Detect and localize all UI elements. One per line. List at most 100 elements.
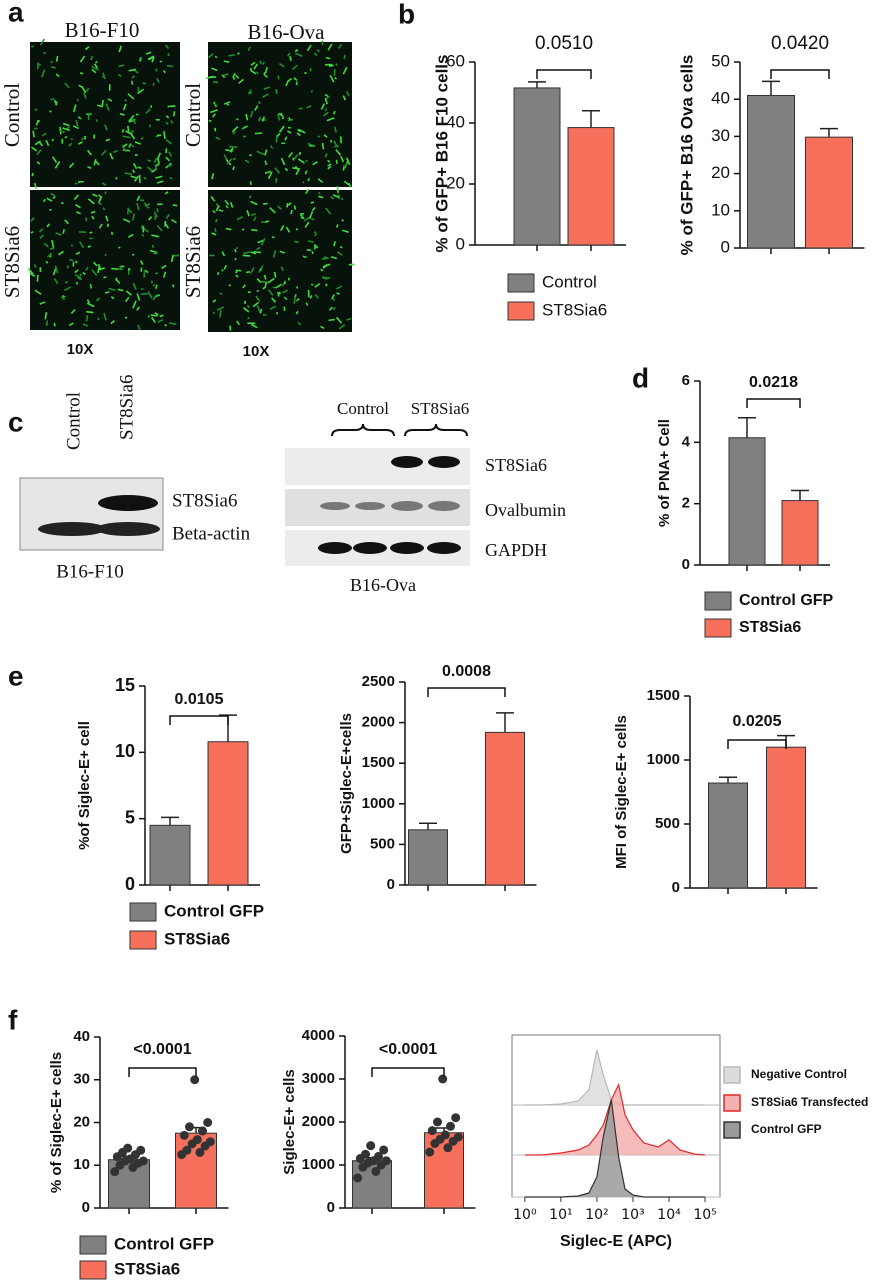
bar: [513, 87, 561, 246]
cell: [275, 283, 282, 289]
cell: [291, 64, 298, 71]
cell: [64, 82, 70, 89]
cell: [128, 114, 135, 122]
cell: [156, 180, 164, 184]
cell: [304, 221, 310, 228]
significance-bracket: [746, 398, 801, 408]
data-point: [361, 1149, 370, 1159]
cell: [33, 264, 37, 269]
cell: [52, 156, 58, 163]
cell: [332, 194, 340, 199]
cell: [165, 121, 169, 125]
cell: [41, 132, 47, 137]
cell: [304, 170, 308, 175]
cell: [336, 186, 339, 194]
cell: [85, 217, 88, 222]
cell: [165, 213, 170, 220]
cell: [321, 143, 325, 150]
cell: [140, 292, 149, 295]
cell: [74, 273, 82, 279]
cell: [153, 252, 158, 255]
cell: [119, 113, 125, 116]
cell: [159, 314, 164, 318]
cell: [75, 260, 78, 264]
bar: [424, 1132, 464, 1209]
cell: [297, 321, 302, 326]
y-tick-label: 500: [655, 815, 680, 832]
panel-label: e: [8, 660, 24, 691]
cell: [32, 130, 35, 138]
cell: [341, 219, 344, 222]
y-tick-label: 10: [115, 741, 135, 761]
cell: [277, 113, 281, 121]
cell: [27, 267, 34, 275]
cell: [125, 290, 132, 296]
row-title: ST8Sia6: [0, 226, 24, 298]
cell: [127, 125, 130, 134]
cell: [257, 116, 262, 122]
p-value: 0.0420: [771, 33, 829, 54]
cell: [130, 129, 134, 134]
cell: [64, 280, 69, 284]
cell: [318, 195, 324, 199]
cell: [168, 322, 177, 326]
band-label: ST8Sia6: [485, 455, 547, 475]
panel-label: b: [398, 0, 415, 29]
micrograph: [30, 42, 180, 187]
cell: [72, 125, 79, 130]
y-tick-label: 0: [327, 1199, 335, 1216]
cell: [91, 215, 95, 220]
cell: [210, 196, 216, 202]
bar: [781, 500, 819, 566]
cell: [215, 218, 218, 223]
cell: [104, 291, 110, 294]
band-label: Ovalbumin: [485, 500, 566, 520]
cell: [212, 113, 216, 118]
cell: [87, 198, 95, 205]
cell: [155, 284, 158, 289]
cell: [278, 112, 284, 118]
cell: [248, 195, 252, 199]
cell: [97, 317, 100, 321]
cell: [34, 127, 38, 130]
cell: [295, 310, 299, 315]
cell: [124, 172, 133, 175]
cell: [280, 266, 285, 272]
cell: [54, 161, 61, 169]
legend-label: ST8Sia6 Transfected: [751, 1095, 868, 1109]
cell: [264, 160, 268, 166]
cell: [335, 63, 338, 66]
cell-line: B16-F10: [56, 561, 124, 582]
cell: [235, 246, 239, 250]
y-tick-label: 6: [682, 372, 690, 389]
cell: [278, 125, 285, 133]
cell: [274, 167, 281, 174]
y-tick-label: 20: [446, 173, 465, 192]
cell: [232, 157, 237, 161]
cell: [151, 234, 160, 238]
cell: [299, 212, 305, 216]
cell: [341, 197, 344, 201]
cell: [45, 260, 49, 264]
p-value: 0.0510: [535, 33, 593, 54]
cell: [165, 156, 171, 162]
cell: [256, 246, 261, 251]
cell: [226, 103, 230, 106]
cell: [210, 173, 215, 180]
cell: [166, 64, 173, 68]
cell: [236, 320, 240, 326]
cell: [335, 285, 343, 290]
cell: [263, 274, 267, 280]
blot-band: [391, 456, 423, 468]
legend-swatch: [704, 618, 732, 638]
cell: [324, 93, 329, 98]
cell: [138, 175, 141, 183]
density-area: [524, 1084, 706, 1155]
legend-label: ST8Sia6: [164, 929, 230, 948]
cell: [147, 314, 150, 319]
cell: [85, 266, 89, 271]
y-tick-label: 10: [73, 1156, 90, 1173]
brace: [404, 423, 468, 437]
cell: [310, 90, 314, 93]
cell: [242, 307, 250, 313]
